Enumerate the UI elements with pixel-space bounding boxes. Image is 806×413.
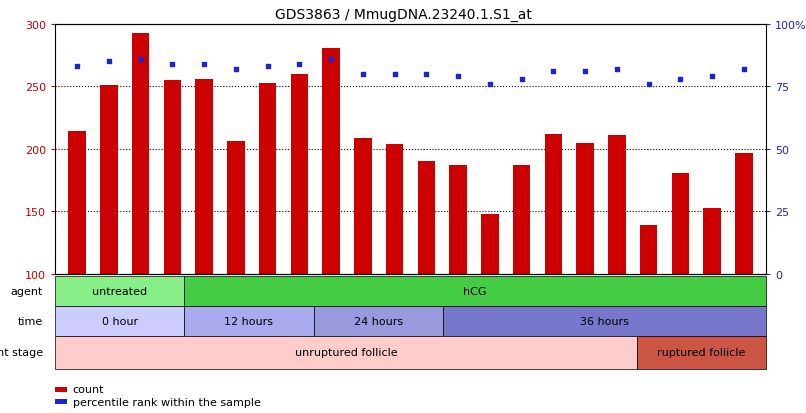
Point [420,71,433,78]
Bar [704,208,721,274]
Point [102,59,115,66]
Bar [735,153,753,274]
Bar [195,80,213,274]
Point [197,62,210,68]
Point [451,74,464,81]
Text: percentile rank within the sample: percentile rank within the sample [73,396,260,407]
Point [674,76,687,83]
Point [642,81,655,88]
Point [325,57,338,63]
Text: ruptured follicle: ruptured follicle [657,348,746,358]
Text: time: time [18,316,43,326]
Bar [576,143,594,274]
Bar [132,34,149,274]
Bar [100,86,118,274]
Point [230,66,243,73]
Point [356,71,369,78]
Bar [386,145,403,274]
Text: hCG: hCG [463,286,487,296]
Point [705,74,718,81]
Bar [545,135,562,274]
Text: unruptured follicle: unruptured follicle [294,348,397,358]
Point [484,81,496,88]
Bar [608,136,625,274]
Point [579,69,592,76]
Bar [291,75,308,274]
Bar [671,173,689,274]
Text: 0 hour: 0 hour [102,316,138,326]
Bar [418,162,435,274]
Text: development stage: development stage [0,348,43,358]
Bar [481,214,499,274]
Bar [450,166,467,274]
Text: agent: agent [10,286,43,296]
Bar [322,49,340,274]
Point [261,64,274,71]
Point [737,66,750,73]
Point [515,76,528,83]
Point [135,57,147,63]
Bar [69,132,86,274]
Bar [227,142,245,274]
Bar [164,81,181,274]
Point [166,62,179,68]
Text: 24 hours: 24 hours [354,316,403,326]
Bar [513,166,530,274]
Point [610,66,623,73]
Bar [640,225,657,274]
Point [71,64,84,71]
Text: 36 hours: 36 hours [580,316,629,326]
Bar [259,83,276,274]
Text: GDS3863 / MmugDNA.23240.1.S1_at: GDS3863 / MmugDNA.23240.1.S1_at [275,8,531,22]
Bar [354,138,372,274]
Point [293,62,305,68]
Text: untreated: untreated [92,286,147,296]
Text: count: count [73,384,104,394]
Text: 12 hours: 12 hours [224,316,273,326]
Point [388,71,401,78]
Point [547,69,560,76]
